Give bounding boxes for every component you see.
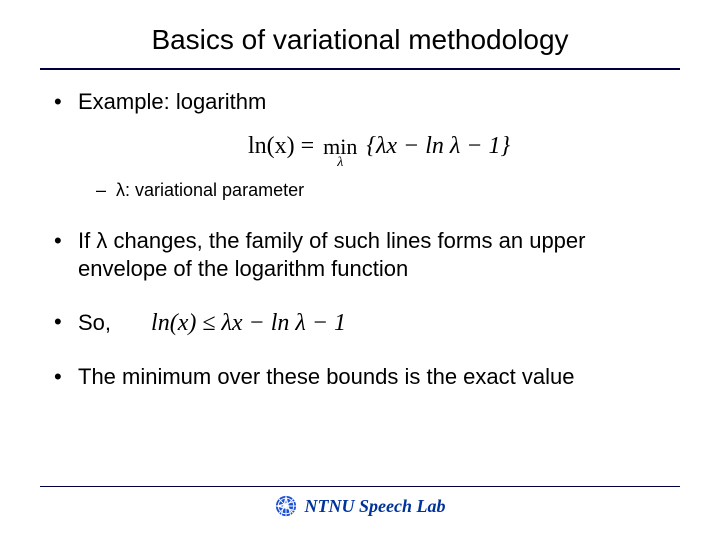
equation-1: ln(x) = min λ {λx − ln λ − 1} — [78, 131, 680, 164]
footer-label: NTNU Speech Lab — [305, 496, 446, 517]
eq1-lhs: ln(x) = — [248, 133, 314, 159]
bullet-so-row: So, ln(x) ≤ λx − ln λ − 1 — [78, 308, 680, 339]
equation-2: ln(x) ≤ λx − ln λ − 1 — [151, 308, 346, 339]
bullet-envelope: If λ changes, the family of such lines f… — [54, 227, 680, 284]
sub-bullet-list: λ: variational parameter — [96, 179, 680, 202]
footer-row: NTNU Speech Lab — [275, 495, 446, 517]
content-area: Example: logarithm ln(x) = min λ {λx − l… — [40, 88, 680, 392]
eq1-rhs: {λx − ln λ − 1} — [366, 133, 510, 159]
sub-bullet-lambda: λ: variational parameter — [96, 179, 680, 202]
ntnu-logo-icon — [275, 495, 297, 517]
bullet-example: Example: logarithm ln(x) = min λ {λx − l… — [54, 88, 680, 203]
sub-bullet-lambda-text: λ: variational parameter — [116, 180, 304, 200]
bullet-so: So, ln(x) ≤ λx − ln λ − 1 — [54, 308, 680, 339]
bullet-list: Example: logarithm ln(x) = min λ {λx − l… — [54, 88, 680, 392]
footer: NTNU Speech Lab — [0, 486, 720, 522]
bullet-envelope-text: If λ changes, the family of such lines f… — [78, 228, 585, 282]
footer-rule — [40, 486, 680, 487]
eq1-min-top: min — [323, 137, 357, 157]
slide: Basics of variational methodology Exampl… — [0, 0, 720, 540]
title-rule — [40, 68, 680, 70]
bullet-minimum: The minimum over these bounds is the exa… — [54, 363, 680, 392]
bullet-minimum-text: The minimum over these bounds is the exa… — [78, 364, 574, 389]
bullet-example-text: Example: logarithm — [78, 89, 266, 114]
eq1-formula: ln(x) = min λ {λx − ln λ − 1} — [248, 133, 510, 159]
bullet-so-text: So, — [78, 309, 111, 338]
slide-title: Basics of variational methodology — [40, 24, 680, 56]
eq1-min: min λ — [323, 137, 357, 169]
